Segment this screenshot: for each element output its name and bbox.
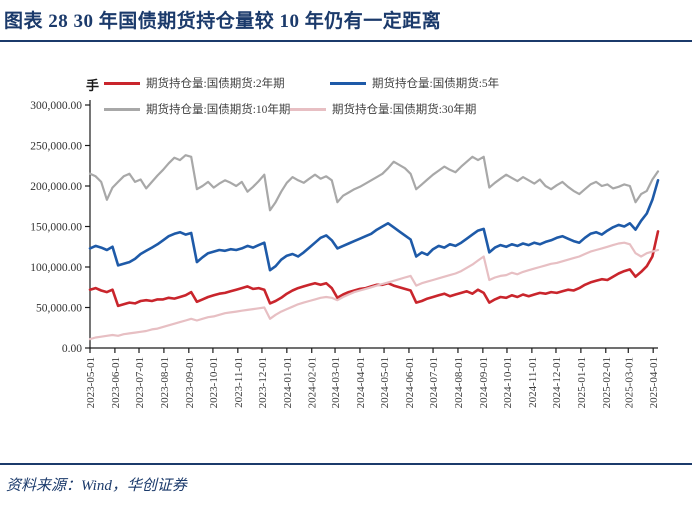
legend-swatch-30y-icon (290, 107, 326, 111)
x-tick-label: 2023-11-01 (233, 357, 245, 408)
y-tick-label: 50,000.00 (36, 303, 82, 315)
x-tick-label: 2024-05-01 (379, 357, 391, 408)
title-divider (0, 40, 692, 42)
x-tick-label: 2023-09-01 (184, 357, 196, 408)
series-10y-line (88, 154, 660, 212)
y-tick-label: 200,000.00 (30, 181, 82, 193)
legend-label-2y: 期货持仓量:国债期货:2年期 (146, 78, 285, 90)
y-axis-unit-label: 手 (86, 78, 100, 93)
x-tick-label: 2024-09-01 (478, 357, 490, 408)
legend-label-10y: 期货持仓量:国债期货:10年期 (146, 104, 291, 116)
x-tick-label: 2024-04-01 (355, 357, 367, 408)
y-tick-label: 150,000.00 (30, 222, 82, 234)
figure-title: 图表 28 30 年国债期货持仓量较 10 年仍有一定距离 (4, 11, 442, 32)
x-tick-label: 2025-03-01 (623, 357, 635, 408)
x-tick-label: 2024-08-01 (453, 357, 465, 408)
legend-swatch-2y-icon (104, 81, 140, 85)
x-tick-label: 2024-01-01 (282, 357, 294, 408)
legend-label-30y: 期货持仓量:国债期货:30年期 (332, 104, 477, 116)
x-tick-label: 2024-03-01 (330, 357, 342, 408)
legend-swatch-10y-icon (104, 107, 140, 111)
y-tick-label: 0.00 (62, 343, 82, 355)
x-tick-label: 2023-05-01 (85, 357, 97, 408)
legend-item-30y: 期货持仓量:国债期货:30年期 (290, 101, 476, 117)
x-tick-label: 2023-08-01 (159, 357, 171, 408)
legend-item-5y: 期货持仓量:国债期货:5年 (330, 75, 499, 91)
x-tick-label: 2024-10-01 (502, 357, 514, 408)
x-tick-label: 2023-06-01 (110, 357, 122, 408)
series-2y-line (88, 230, 660, 308)
legend-swatch-5y-icon (330, 81, 366, 85)
x-tick-label: 2023-07-01 (134, 357, 146, 408)
line-chart: 300,000.00 250,000.00 200,000.00 150,000.00… (30, 100, 660, 408)
x-tick-label: 2024-07-01 (428, 357, 440, 408)
x-tick-label: 2023-12-01 (257, 357, 269, 408)
x-tick-label: 2025-02-01 (601, 357, 613, 408)
x-tick-label: 2024-11-01 (527, 357, 539, 408)
x-tick-label: 2024-02-01 (307, 357, 319, 408)
source-text: 资料来源：Wind，华创证券 (6, 478, 187, 494)
y-tick-label: 250,000.00 (30, 141, 82, 153)
legend-item-2y: 期货持仓量:国债期货:2年期 (104, 75, 285, 91)
x-tick-label: 2024-06-01 (404, 357, 416, 408)
x-tick-label: 2023-10-01 (208, 357, 220, 408)
x-tick-label: 2024-12-01 (551, 357, 563, 408)
series-30y-line (88, 241, 660, 341)
legend-label-5y: 期货持仓量:国债期货:5年 (372, 78, 500, 90)
y-tick-label: 300,000.00 (30, 100, 82, 112)
series-5y-line (88, 179, 660, 272)
source-divider (0, 463, 692, 465)
x-tick-label: 2025-01-01 (576, 357, 588, 408)
y-tick-label: 100,000.00 (30, 262, 82, 274)
legend-item-10y: 期货持仓量:国债期货:10年期 (104, 101, 290, 117)
x-tick-label: 2025-04-01 (648, 357, 660, 408)
